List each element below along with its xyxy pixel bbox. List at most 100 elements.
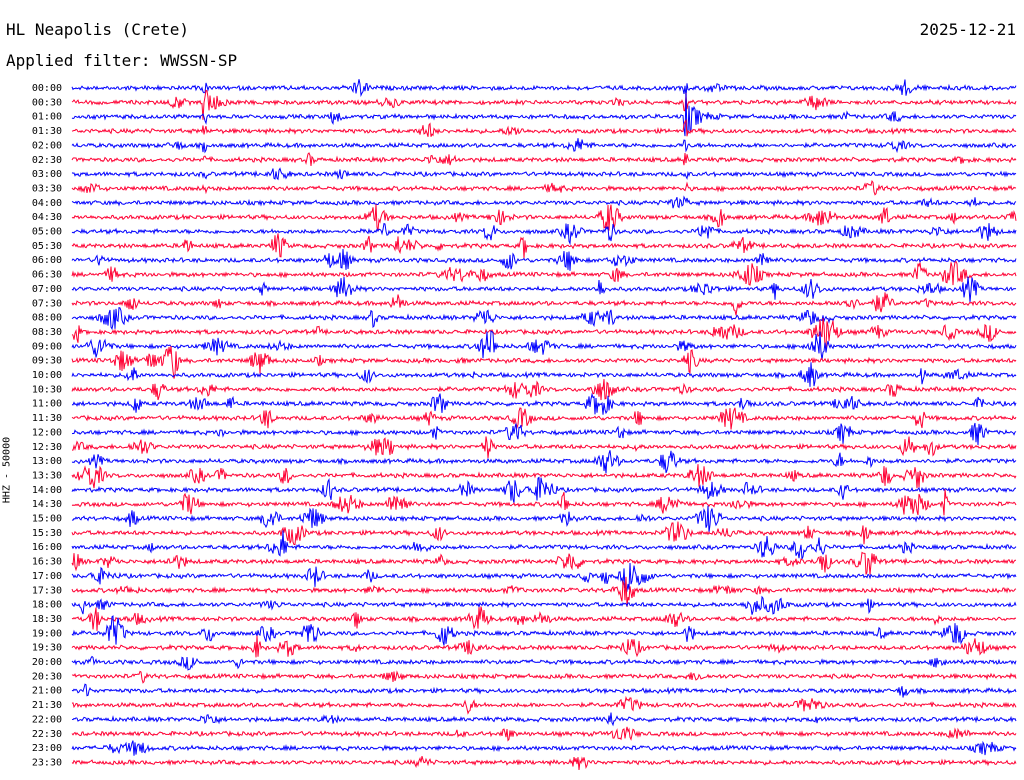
row-time-label: 21:00 [32,686,62,697]
trace-line [71,93,1017,137]
trace-line [71,464,1017,489]
trace-line [71,167,1017,181]
trace-line [71,138,1017,154]
trace-line [71,576,1017,607]
trace-line [71,292,1017,316]
row-time-label: 11:30 [32,413,62,424]
row-time-label: 18:00 [32,600,62,611]
trace-line [71,89,1017,120]
row-time-label: 13:00 [32,456,62,467]
trace-line [71,260,1017,286]
trace-line [71,562,1017,593]
trace-line [72,436,1017,459]
row-time-label: 17:00 [32,571,62,582]
trace-line [71,530,1017,560]
trace-line [71,195,1017,209]
trace-line [71,726,1017,742]
row-time-label: 07:00 [32,284,62,295]
row-time-label: 18:30 [32,614,62,625]
trace-line [71,346,1017,379]
trace-line [71,755,1017,771]
row-time-label: 14:30 [32,499,62,510]
station-title: HL Neapolis (Crete) [6,20,190,39]
row-time-label: 21:30 [32,700,62,711]
row-time-label: 05:00 [32,227,62,238]
row-time-label: 08:30 [32,327,62,338]
trace-line [71,180,1017,196]
trace-line [71,712,1017,727]
trace-line [71,306,1017,331]
row-time-label: 12:00 [32,427,62,438]
row-time-label: 09:00 [32,341,62,352]
row-time-label: 15:00 [32,514,62,525]
row-time-label: 19:30 [32,643,62,654]
row-time-label: 02:30 [32,155,62,166]
trace-line [71,222,1017,246]
row-time-label: 11:00 [32,399,62,410]
trace-line [71,407,1017,430]
trace-line [71,489,1017,516]
trace-line [71,362,1017,387]
row-time-label: 02:00 [32,140,62,151]
trace-line [71,248,1017,271]
trace-line [71,635,1017,658]
trace-line [71,276,1017,303]
trace-line [71,595,1017,615]
row-time-label: 17:30 [32,585,62,596]
row-time-label: 19:00 [32,628,62,639]
row-time-label: 00:00 [32,83,62,94]
row-time-label: 22:30 [32,729,62,740]
trace-line [71,450,1017,474]
trace-line [71,476,1017,504]
row-time-label: 05:30 [32,241,62,252]
trace-line [71,318,1017,350]
trace-line [71,118,1017,137]
trace-line [71,521,1017,545]
row-time-label: 10:00 [32,370,62,381]
trace-line [71,330,1017,360]
row-time-label: 16:30 [32,557,62,568]
row-time-label: 01:30 [32,126,62,137]
filter-label: Applied filter: WWSSN-SP [6,51,238,70]
row-time-label: 15:30 [32,528,62,539]
row-time-label: 23:00 [32,743,62,754]
trace-line [71,683,1017,698]
trace-line [71,505,1017,533]
trace-line [71,615,1017,646]
trace-line [71,79,1017,98]
row-time-label: 20:30 [32,671,62,682]
row-time-label: 04:30 [32,212,62,223]
row-time-label: 23:30 [32,757,62,768]
trace-line [71,670,1017,684]
row-time-label: 04:00 [32,198,62,209]
trace-line [71,392,1017,415]
trace-line [71,233,1017,259]
trace-line [71,422,1017,446]
row-time-label: 12:30 [32,442,62,453]
trace-line [71,740,1017,756]
row-time-label: 00:30 [32,97,62,108]
record-date: 2025-12-21 [919,20,1016,39]
row-time-label: 13:30 [32,470,62,481]
row-time-label: 07:30 [32,298,62,309]
row-time-label: 03:00 [32,169,62,180]
trace-line [71,695,1017,715]
row-time-label: 16:00 [32,542,62,553]
row-time-label: 06:30 [32,270,62,281]
row-time-label: 01:00 [32,112,62,123]
trace-line [71,655,1017,671]
trace-line [71,204,1017,231]
row-time-label: 06:00 [32,255,62,266]
row-time-label: 22:00 [32,714,62,725]
row-time-label: 14:00 [32,485,62,496]
row-time-label: 08:00 [32,313,62,324]
row-time-label: 09:30 [32,356,62,367]
trace-line [71,379,1017,401]
trace-line [71,152,1017,166]
trace-line [71,551,1016,575]
row-time-label: 20:00 [32,657,62,668]
row-time-label: 03:30 [32,183,62,194]
row-time-label: 10:30 [32,384,62,395]
